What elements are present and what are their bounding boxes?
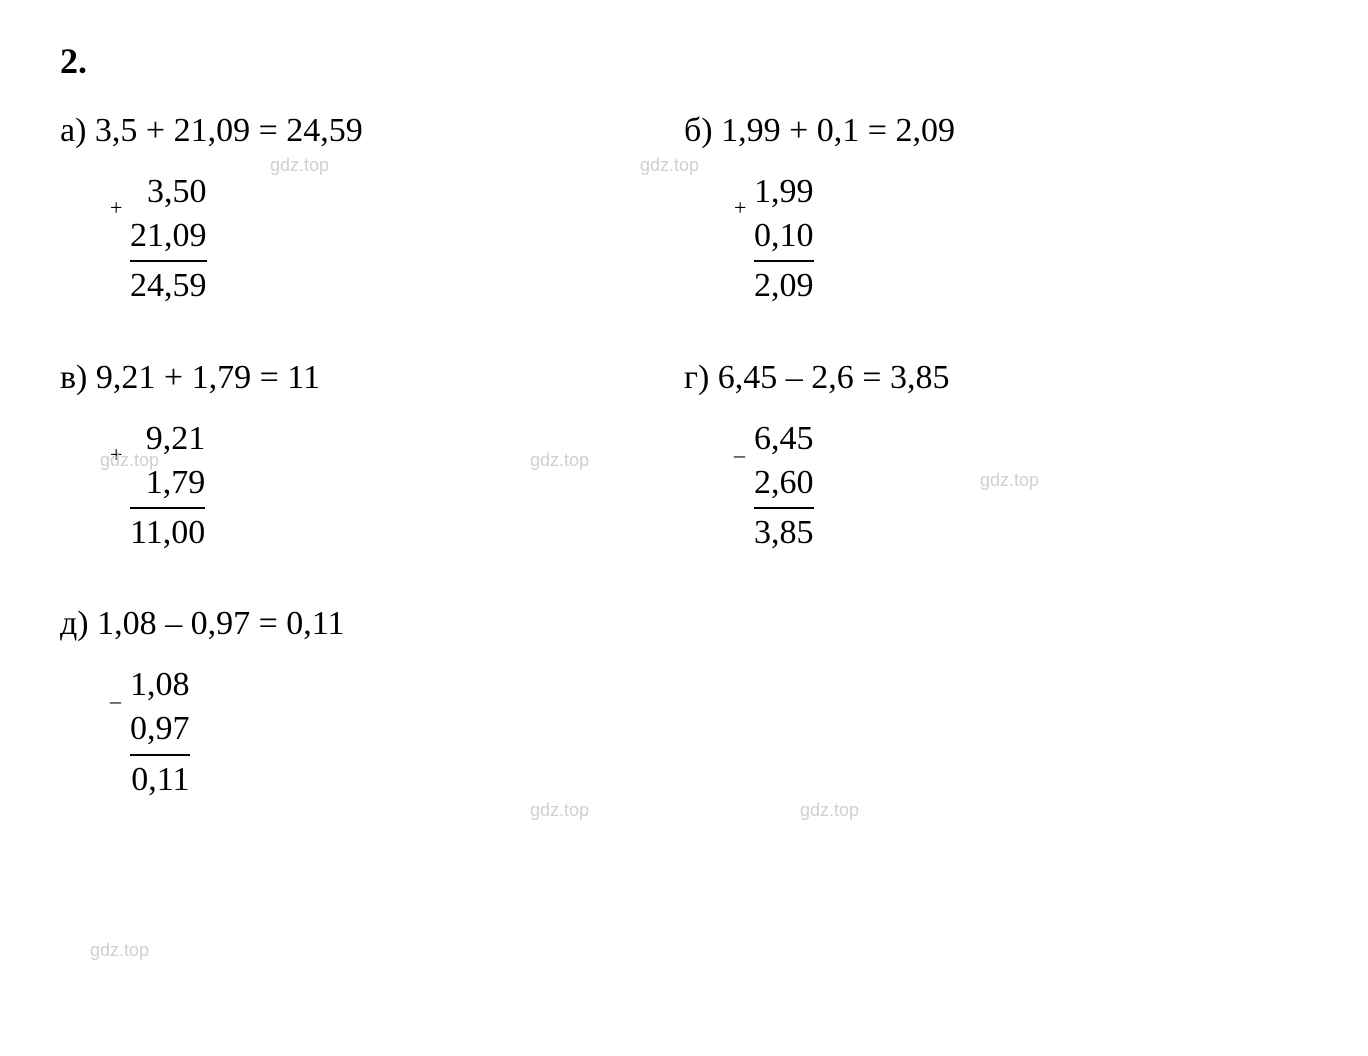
calc-b-result: 2,09	[754, 264, 814, 308]
calc-d-result: 0,11	[130, 758, 190, 802]
calc-d: – 1,08 0,97 0,11	[130, 663, 190, 802]
calc-b-line1: 1,99	[754, 170, 814, 214]
eq-text-g: 6,45 – 2,6 = 3,85	[718, 359, 950, 396]
equation-g: г) 6,45 – 2,6 = 3,85	[684, 359, 1308, 397]
row-2: в) 9,21 + 1,79 = 11 + 9,21 1,79 11,00 г)…	[60, 359, 1308, 556]
calc-a-result: 24,59	[130, 264, 207, 308]
operator-g: –	[734, 442, 745, 468]
col-a: а) 3,5 + 21,09 = 24,59 + 3,50 21,09 24,5…	[60, 112, 684, 309]
hr-a	[130, 260, 207, 262]
equation-b: б) 1,99 + 0,1 = 2,09	[684, 112, 1308, 150]
label-g: г)	[684, 359, 709, 396]
calc-a: + 3,50 21,09 24,59	[130, 170, 207, 309]
operator-b: +	[734, 195, 746, 221]
calc-b-line2: 0,10	[754, 214, 814, 258]
calc-g: – 6,45 2,60 3,85	[754, 417, 814, 556]
calc-v-result: 11,00	[130, 511, 205, 555]
hr-g	[754, 507, 814, 509]
calc-a-line1: 3,50	[130, 170, 207, 214]
problem-number: 2.	[60, 40, 1308, 82]
calc-a-line2: 21,09	[130, 214, 207, 258]
eq-text-d: 1,08 – 0,97 = 0,11	[97, 605, 344, 642]
calc-g-line2: 2,60	[754, 461, 814, 505]
eq-text-a: 3,5 + 21,09 = 24,59	[95, 112, 363, 149]
eq-text-v: 9,21 + 1,79 = 11	[96, 359, 320, 396]
operator-d: –	[110, 688, 121, 714]
calc-v-line1: 9,21	[130, 417, 205, 461]
label-a: а)	[60, 112, 86, 149]
calc-g-result: 3,85	[754, 511, 814, 555]
calc-d-line2: 0,97	[130, 707, 190, 751]
col-g: г) 6,45 – 2,6 = 3,85 – 6,45 2,60 3,85	[684, 359, 1308, 556]
row-3: д) 1,08 – 0,97 = 0,11 – 1,08 0,97 0,11	[60, 605, 1308, 802]
equation-a: а) 3,5 + 21,09 = 24,59	[60, 112, 684, 150]
col-v: в) 9,21 + 1,79 = 11 + 9,21 1,79 11,00	[60, 359, 684, 556]
operator-a: +	[110, 195, 122, 221]
label-b: б)	[684, 112, 713, 149]
row-1: а) 3,5 + 21,09 = 24,59 + 3,50 21,09 24,5…	[60, 112, 1308, 309]
equation-d: д) 1,08 – 0,97 = 0,11	[60, 605, 684, 643]
calc-v-line2: 1,79	[130, 461, 205, 505]
col-b: б) 1,99 + 0,1 = 2,09 + 1,99 0,10 2,09	[684, 112, 1308, 309]
eq-text-b: 1,99 + 0,1 = 2,09	[721, 112, 955, 149]
calc-d-line1: 1,08	[130, 663, 190, 707]
hr-d	[130, 754, 190, 756]
hr-v	[130, 507, 205, 509]
col-empty	[684, 605, 1308, 802]
hr-b	[754, 260, 814, 262]
operator-v: +	[110, 442, 122, 468]
watermark: gdz.top	[90, 940, 149, 961]
calc-v: + 9,21 1,79 11,00	[130, 417, 205, 556]
label-d: д)	[60, 605, 89, 642]
calc-g-line1: 6,45	[754, 417, 814, 461]
label-v: в)	[60, 359, 87, 396]
equation-v: в) 9,21 + 1,79 = 11	[60, 359, 684, 397]
calc-b: + 1,99 0,10 2,09	[754, 170, 814, 309]
col-d: д) 1,08 – 0,97 = 0,11 – 1,08 0,97 0,11	[60, 605, 684, 802]
